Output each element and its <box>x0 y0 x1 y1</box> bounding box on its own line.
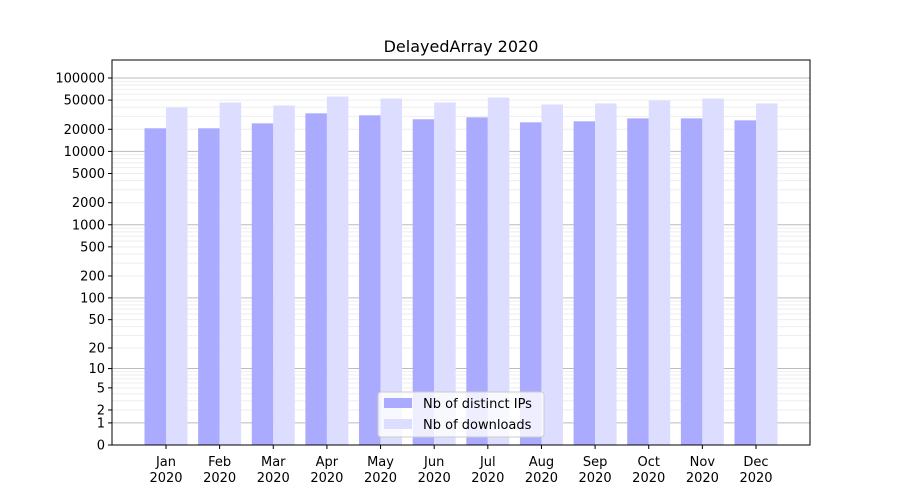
legend: Nb of distinct IPs Nb of downloads <box>377 391 545 438</box>
bar-downloads <box>273 105 295 445</box>
bars <box>144 96 778 446</box>
bar-distinct-ips <box>466 117 488 446</box>
legend-label: Nb of distinct IPs <box>423 397 532 412</box>
y-tick-label: 10 <box>88 362 105 377</box>
bar-downloads <box>380 98 403 445</box>
x-tick-label: Sep 2020 <box>579 455 612 486</box>
x-tick-label: Jan 2020 <box>149 455 182 486</box>
x-tick-label: Mar 2020 <box>257 455 290 486</box>
bar-downloads <box>702 98 724 445</box>
y-tick-label: 20 <box>88 341 105 356</box>
y-tick-label: 100 <box>80 291 105 306</box>
bar-distinct-ips <box>144 128 166 445</box>
bar-downloads <box>166 107 188 446</box>
y-tick-label: 50000 <box>64 94 105 109</box>
bar-downloads <box>326 96 349 446</box>
y-tick-label: 5000 <box>72 167 105 182</box>
bar-distinct-ips <box>251 123 274 445</box>
x-tick-label: Apr 2020 <box>310 455 343 486</box>
axes-frame <box>111 59 811 446</box>
chart-title: DelayedArray 2020 <box>384 37 539 56</box>
x-axis: Jan 2020 Feb 2020 Mar 2020 Apr 2020 May 2020 Jun 20… <box>149 445 773 486</box>
bar-distinct-ips <box>305 113 327 445</box>
y-tick-label: 20000 <box>64 123 105 138</box>
x-tick-label: Oct 2020 <box>632 455 665 486</box>
bar-downloads <box>595 103 617 445</box>
bar-distinct-ips <box>573 121 596 446</box>
x-tick-label: Feb 2020 <box>203 455 236 486</box>
bar-downloads <box>487 97 510 445</box>
bar-distinct-ips <box>519 122 542 445</box>
x-tick-label: Nov 2020 <box>686 455 719 486</box>
bar-distinct-ips <box>627 118 649 445</box>
y-tick-label: 0 <box>97 439 105 454</box>
bar-distinct-ips <box>680 118 703 445</box>
y-tick-label: 500 <box>80 240 105 255</box>
y-tick-label: 5 <box>97 381 105 396</box>
x-tick-label: Jun 2020 <box>418 455 451 486</box>
y-tick-label: 1 <box>97 416 105 431</box>
bar-downloads <box>541 104 563 445</box>
x-tick-label: Dec 2020 <box>739 455 772 486</box>
bar-downloads <box>756 103 778 445</box>
bar-downloads <box>648 100 671 446</box>
bar-distinct-ips <box>412 119 435 445</box>
legend-swatch <box>384 398 412 408</box>
y-tick-label: 100000 <box>55 71 105 86</box>
x-tick-label: May 2020 <box>364 455 397 486</box>
y-tick-label: 50 <box>88 313 105 328</box>
bar-distinct-ips <box>359 115 381 446</box>
bar-distinct-ips <box>198 128 220 445</box>
y-tick-label: 200 <box>80 269 105 284</box>
y-tick-label: 2 <box>97 403 105 418</box>
x-tick-label: Aug 2020 <box>525 455 558 486</box>
y-tick-label: 2000 <box>72 196 105 211</box>
bar-distinct-ips <box>734 120 756 445</box>
legend-box <box>377 391 545 438</box>
bar-downloads <box>434 102 456 445</box>
y-axis: 0 12 5 10 20 50 100 200 500 1000 2000 5000 10000 2000… <box>55 71 112 454</box>
y-tick-label: 1000 <box>72 218 105 233</box>
legend-label: Nb of downloads <box>423 418 532 433</box>
y-tick-label: 10000 <box>64 145 105 160</box>
x-tick-label: Jul 2020 <box>471 455 504 486</box>
bar-downloads <box>219 102 242 445</box>
legend-swatch <box>384 419 412 429</box>
